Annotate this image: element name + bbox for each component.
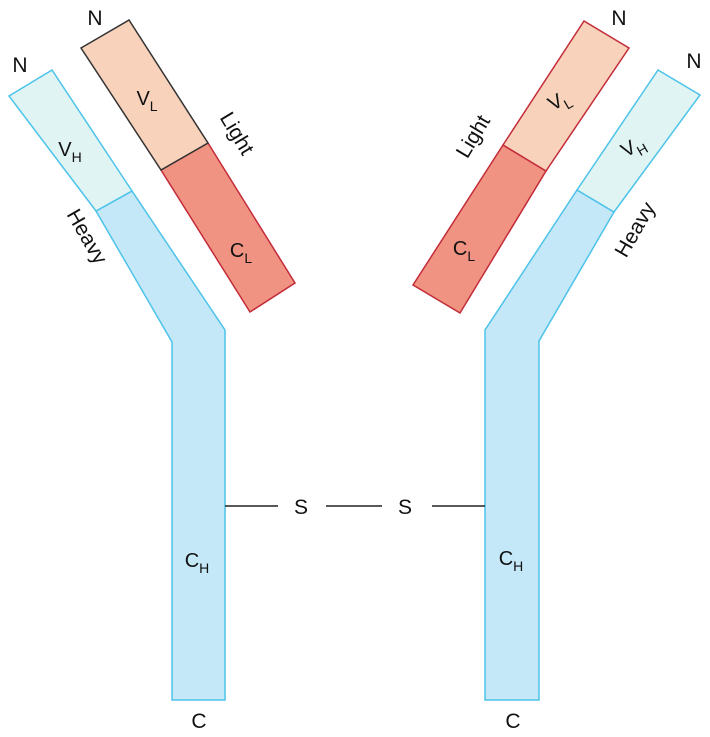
right-c-terminus: C <box>505 710 520 733</box>
svg-text:CL: CL <box>230 240 252 266</box>
svg-text:VL: VL <box>136 88 157 114</box>
right-heavy-n-terminus: N <box>686 50 701 73</box>
svg-text:CL: CL <box>453 238 475 264</box>
left-light-variable-region <box>79 18 210 172</box>
disulfide-s-left: S <box>294 496 308 519</box>
left-vh-label: VH <box>58 139 81 165</box>
svg-text:VH: VH <box>58 139 81 165</box>
right-heavy-constant-region <box>484 188 616 701</box>
left-light-label: Light <box>215 108 258 159</box>
right-light-variable-region <box>501 19 631 173</box>
right-light-n-terminus: N <box>611 7 626 30</box>
right-heavy-variable-region <box>575 68 702 213</box>
left-heavy-n-terminus: N <box>12 54 27 77</box>
left-heavy-constant-region <box>94 190 226 701</box>
left-cl-label: CL <box>230 240 252 266</box>
left-ch-label: CH <box>185 550 210 576</box>
left-c-terminus: C <box>191 710 206 733</box>
right-light-label: Light <box>452 111 495 162</box>
left-light-n-terminus: N <box>87 7 102 30</box>
left-vl-label: VL <box>136 88 157 114</box>
right-ch-label: CH <box>499 548 524 574</box>
left-heavy-variable-region <box>7 68 134 212</box>
svg-text:CH: CH <box>185 550 210 576</box>
right-cl-label: CL <box>453 238 475 264</box>
disulfide-s-right: S <box>398 496 412 519</box>
svg-text:CH: CH <box>499 548 524 574</box>
